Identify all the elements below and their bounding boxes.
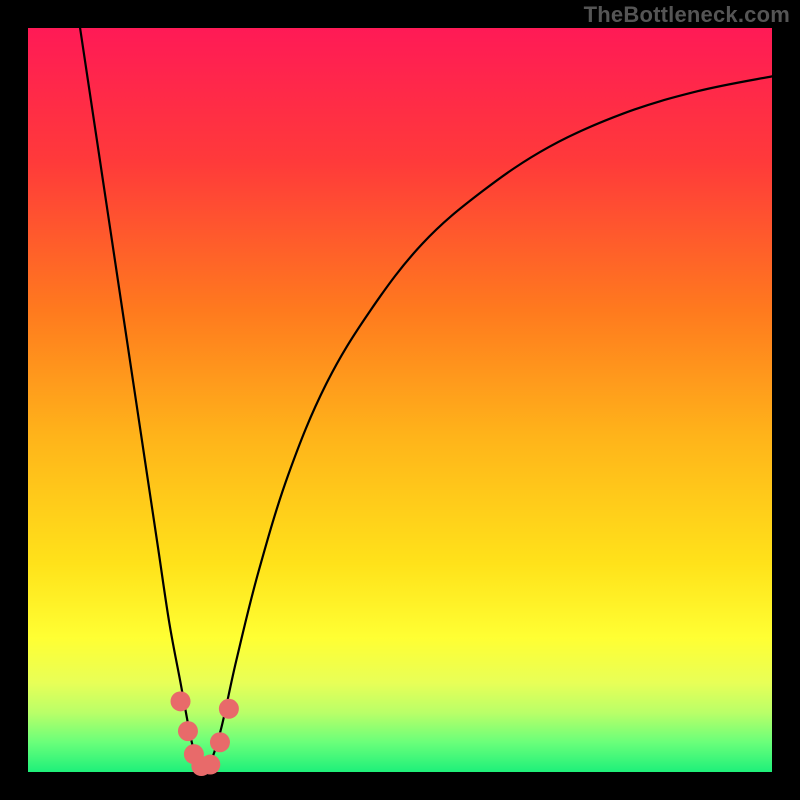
- marker-dot: [171, 691, 191, 711]
- marker-dot: [219, 699, 239, 719]
- watermark-text: TheBottleneck.com: [584, 2, 790, 28]
- marker-dot: [178, 721, 198, 741]
- chart-frame: TheBottleneck.com: [0, 0, 800, 800]
- plot-background: [28, 28, 772, 772]
- marker-dot: [200, 755, 220, 775]
- bottleneck-chart: [0, 0, 800, 800]
- marker-dot: [210, 732, 230, 752]
